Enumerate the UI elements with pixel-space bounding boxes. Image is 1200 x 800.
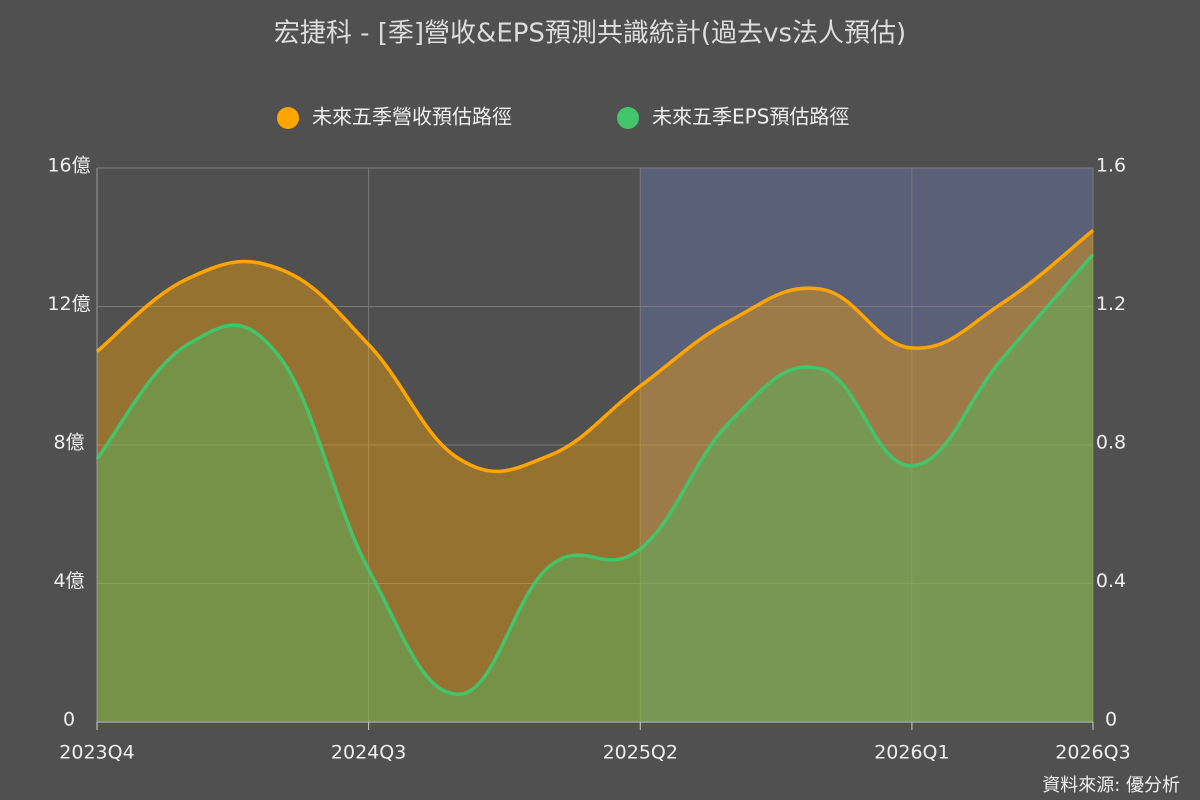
y2-tick-label: 0.8 [1096, 432, 1126, 454]
x-tick-label: 2024Q3 [331, 742, 406, 764]
legend-label: 未來五季營收預估路徑 [312, 105, 512, 129]
y-tick-label: 12億 [47, 293, 90, 315]
y-tick-label: 8億 [53, 432, 84, 454]
area-fill [97, 230, 1093, 722]
series-line [95, 228, 1095, 474]
x-tick-label: 2026Q3 [1055, 742, 1130, 764]
x-tick-label: 2023Q4 [59, 742, 134, 764]
y-tick-label: 4億 [53, 570, 84, 592]
y2-tick-label: 1.6 [1096, 155, 1126, 177]
area-fill [97, 254, 1093, 722]
legend-marker [617, 107, 639, 129]
series-line [95, 253, 1095, 697]
chart-title: 宏捷科 - [季]營收&EPS預測共識統計(過去vs法人預估) [274, 19, 906, 49]
legend-marker [277, 107, 299, 129]
y-tick-label: 16億 [47, 155, 90, 177]
source: 資料來源: 優分析 [1042, 775, 1180, 796]
legend-label: 未來五季EPS預估路徑 [652, 105, 849, 129]
y2-tick-label: 1.2 [1096, 293, 1126, 315]
x-tick-label: 2025Q2 [603, 742, 678, 764]
x-tick-label: 2026Q1 [874, 742, 949, 764]
y-tick-label: 0 [63, 709, 75, 731]
y2-tick-label: 0 [1105, 709, 1117, 731]
y2-tick-label: 0.4 [1096, 570, 1126, 592]
